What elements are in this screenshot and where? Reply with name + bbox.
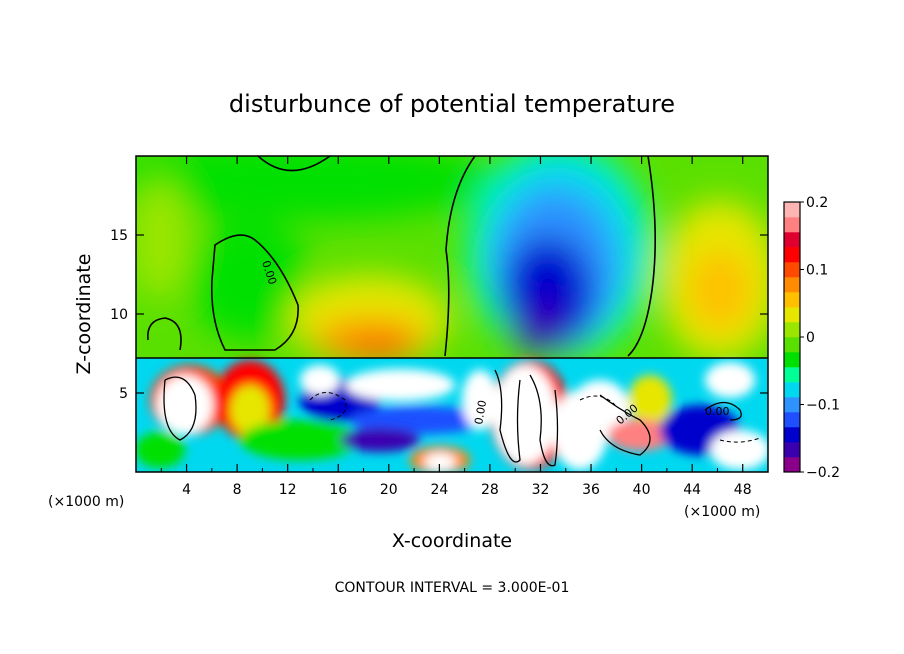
field-patch — [424, 453, 456, 471]
contour-label: 0.00 — [705, 405, 730, 418]
x-tick-label: 16 — [329, 482, 347, 498]
field-patch — [190, 220, 310, 340]
field-patch — [628, 375, 672, 425]
x-tick-label: 8 — [233, 482, 242, 498]
colorbar-swatch — [784, 247, 800, 263]
lower-dashed-contours — [309, 392, 761, 443]
x-tick-label: 36 — [582, 482, 600, 498]
x-tick-label: 28 — [481, 482, 499, 498]
colorbar-swatch — [784, 322, 800, 338]
field-patch — [340, 428, 420, 452]
colorbar-swatch — [784, 352, 800, 368]
colorbar-swatch — [784, 202, 800, 218]
field-patch — [570, 380, 630, 440]
colorbar-swatch — [784, 442, 800, 458]
zero-contour — [210, 234, 299, 351]
field-patch — [710, 430, 768, 470]
x-unit-right: (×1000 m) — [684, 504, 760, 520]
colorbar-swatch — [784, 262, 800, 278]
y-tick-label: 10 — [110, 307, 128, 323]
field-patch — [300, 365, 340, 395]
colorbar-swatch — [784, 427, 800, 443]
field-patch — [510, 305, 570, 355]
x-tick-label: 24 — [430, 482, 448, 498]
x-axis-label: X-coordinate — [392, 530, 512, 552]
x-tick-label: 48 — [734, 482, 752, 498]
field-patch — [345, 369, 455, 401]
colorbar-swatch — [784, 337, 800, 353]
field-patch — [462, 370, 498, 430]
field-patch — [157, 375, 213, 435]
y-tick-label: 5 — [119, 386, 128, 402]
colorbar-swatch — [784, 217, 800, 233]
contour-label: 0.00 — [472, 399, 489, 425]
colorbar-tick-label: 0.1 — [806, 263, 828, 279]
chart-title: disturbunce of potential temperature — [229, 90, 675, 118]
colorbar-tick-label: 0 — [806, 330, 815, 346]
x-tick-label: 20 — [380, 482, 398, 498]
x-tick-label: 40 — [633, 482, 651, 498]
x-tick-label: 44 — [683, 482, 701, 498]
colorbar-tick-label: −0.2 — [806, 465, 840, 481]
colorbar-swatch — [784, 397, 800, 413]
field-patch — [240, 420, 360, 460]
lower-contours — [163, 369, 742, 467]
plot-area: 0.00 0.00 0.00 0.00 — [136, 156, 768, 472]
y-axis: 5 10 15 — [110, 228, 768, 402]
contour-interval-footer: CONTOUR INTERVAL = 3.000E-01 — [335, 580, 570, 596]
field-patch — [136, 180, 190, 300]
field-patch — [136, 156, 500, 220]
field-patch — [136, 432, 185, 468]
x-tick-label: 12 — [279, 482, 297, 498]
field-patch — [690, 250, 750, 330]
x-tick-label: 32 — [532, 482, 550, 498]
x-unit-left: (×1000 m) — [48, 494, 124, 510]
x-tick-label: 4 — [182, 482, 191, 498]
field-patch — [350, 406, 490, 434]
zero-contour — [627, 156, 656, 357]
zero-contour — [444, 156, 476, 357]
colorbar-tick-label: −0.1 — [806, 398, 840, 414]
zero-contour — [147, 317, 182, 351]
colorbar-swatch — [784, 367, 800, 383]
field-patch — [608, 419, 672, 451]
y-axis-label: Z-coordinate — [73, 254, 95, 375]
y-tick-label: 15 — [110, 228, 128, 244]
field-patch — [350, 340, 410, 360]
field-patch — [493, 365, 557, 465]
colorbar: 0.2 0.1 0 −0.1 −0.2 — [783, 195, 840, 481]
field-patch — [705, 362, 755, 398]
x-axis: 4 8 12 16 20 24 28 32 36 40 44 48 — [160, 156, 752, 498]
colorbar-swatch — [784, 457, 800, 473]
upper-field — [136, 156, 768, 365]
colorbar-tick-label: 0.2 — [806, 195, 828, 211]
colorbar-swatch — [784, 307, 800, 323]
colorbar-swatch — [784, 382, 800, 398]
colorbar-swatch — [784, 277, 800, 293]
zero-contour — [257, 156, 331, 172]
colorbar-swatch — [784, 232, 800, 248]
lower-field — [136, 360, 768, 472]
colorbar-swatch — [784, 412, 800, 428]
field-patch — [230, 385, 270, 435]
colorbar-swatch — [784, 292, 800, 308]
